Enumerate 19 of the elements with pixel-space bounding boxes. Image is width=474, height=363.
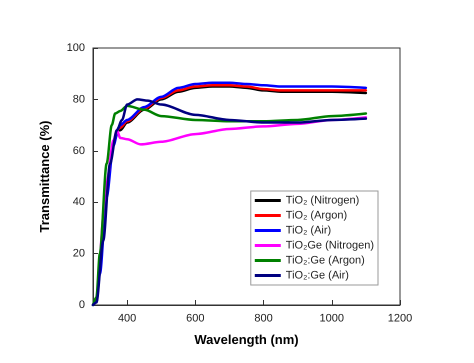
- legend-label: TiO₂ (Argon): [286, 210, 348, 222]
- x-tick-label: 1200: [388, 312, 412, 324]
- legend-label: TiO₂:Ge (Air): [286, 270, 349, 282]
- y-tick-label: 100: [66, 42, 85, 54]
- y-tick-label: 0: [78, 299, 85, 311]
- legend-label: TiO₂ (Air): [286, 224, 332, 236]
- y-axis-title: Transmittance (%): [37, 120, 52, 232]
- y-tick-label: 40: [72, 196, 85, 208]
- y-tick-label: 20: [72, 248, 85, 260]
- y-tick-label: 60: [72, 144, 85, 157]
- y-tick-label: 80: [72, 93, 85, 106]
- legend-label: TiO₂:Ge (Argon): [286, 254, 365, 266]
- x-tick-label: 400: [118, 312, 136, 324]
- legend-label: TiO₂Ge (Nitrogen): [286, 240, 374, 252]
- x-tick-label: 1000: [320, 312, 344, 324]
- x-axis-title: Wavelength (nm): [194, 332, 299, 347]
- x-tick-label: 600: [186, 312, 205, 324]
- x-tick-label: 800: [254, 312, 273, 324]
- legend-label: TiO₂ (Nitrogen): [286, 194, 360, 206]
